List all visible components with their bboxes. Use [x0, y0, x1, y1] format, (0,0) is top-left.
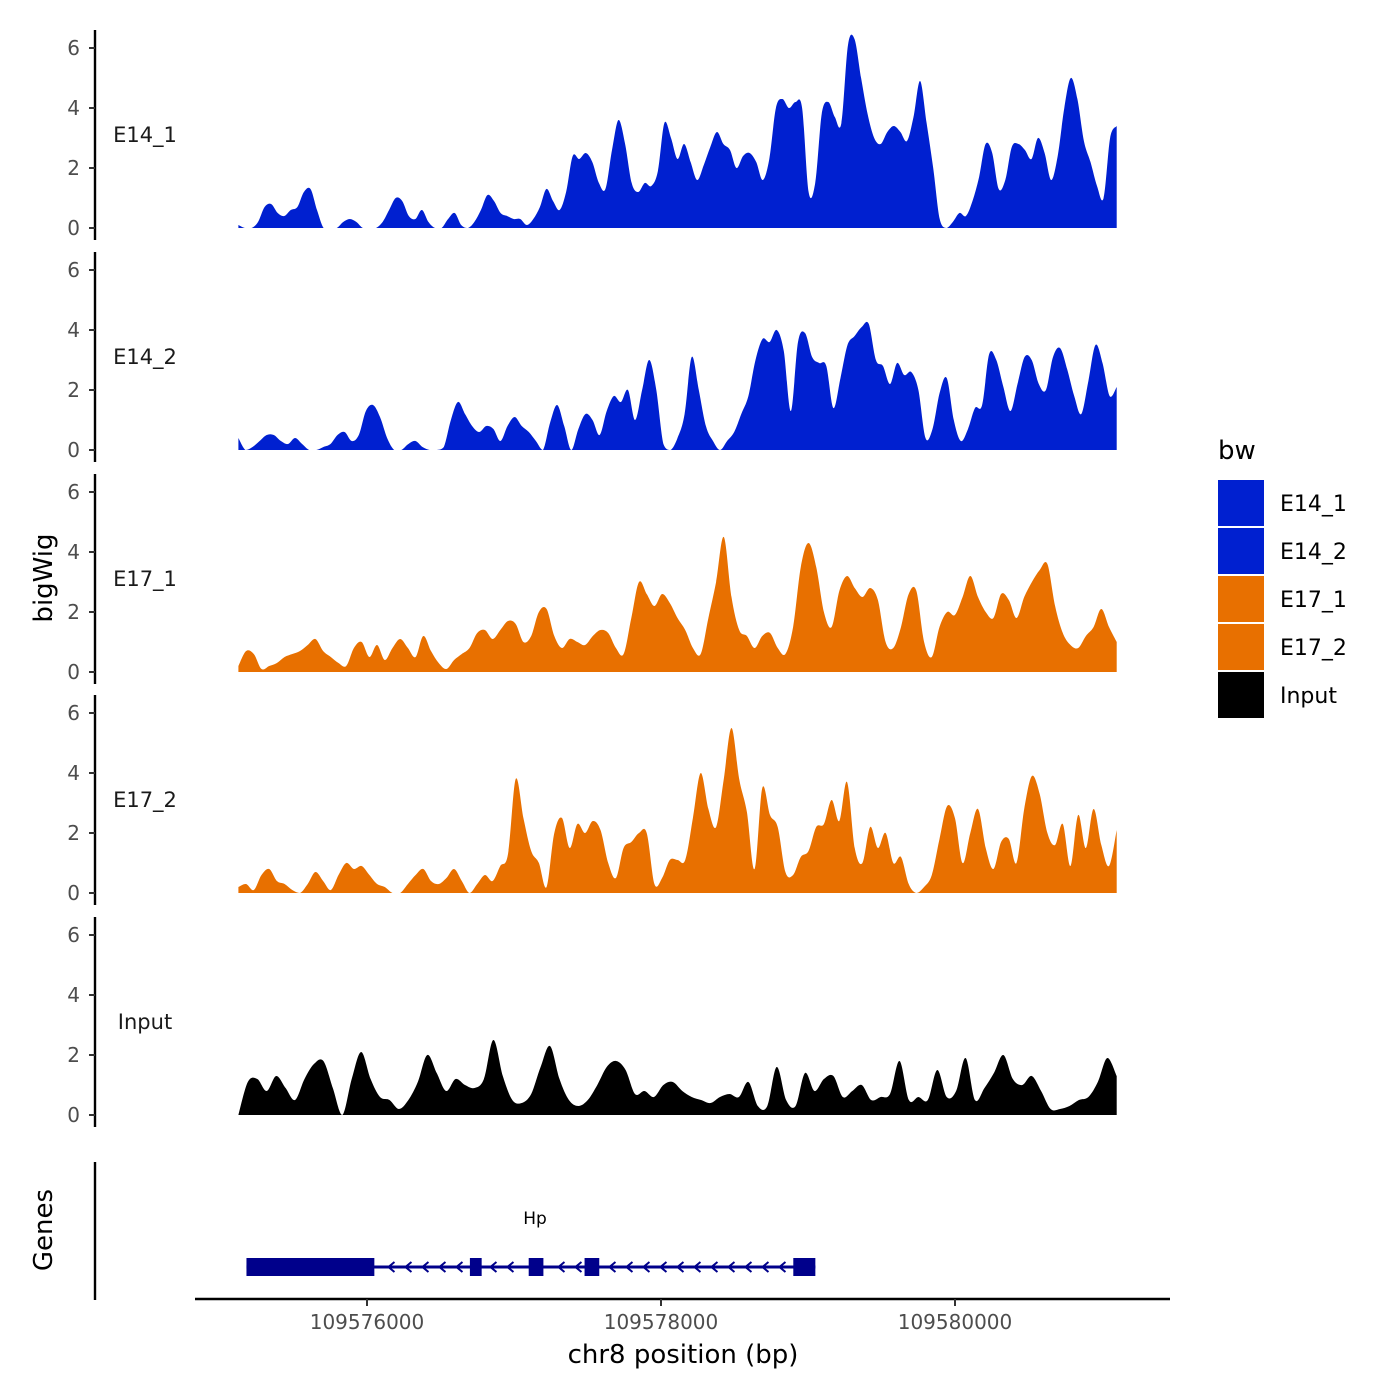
y-tick-label: 2: [67, 156, 80, 180]
strand-arrow: [760, 1261, 770, 1273]
track-label-E17_2: E17_2: [113, 788, 177, 813]
y-tick-label: 6: [67, 923, 80, 947]
y-tick-label: 6: [67, 36, 80, 60]
track-E14_1: 0 2 4 6 E14_1: [67, 30, 1117, 240]
x-axis-ticks: 109576000 109578000 109580000: [310, 1299, 1013, 1334]
strand-arrow: [607, 1261, 617, 1273]
gene-exon: [584, 1258, 600, 1276]
x-tick-label: 109576000: [310, 1310, 425, 1334]
y-tick-label: 0: [67, 1103, 80, 1127]
strand-arrow: [386, 1261, 396, 1273]
x-axis-title: chr8 position (bp): [568, 1340, 799, 1370]
strand-arrow: [488, 1261, 498, 1273]
strand-arrow: [573, 1261, 583, 1273]
track-E14_2: 0 2 4 6 E14_2: [67, 252, 1117, 462]
strand-arrow: [777, 1261, 787, 1273]
gene-exon: [793, 1258, 816, 1276]
strand-arrow: [420, 1261, 430, 1273]
strand-arrow: [743, 1261, 753, 1273]
gene-name-label: Hp: [523, 1209, 547, 1229]
y-tick-label: 2: [67, 600, 80, 624]
gene-track: Genes Hp: [29, 1162, 816, 1300]
legend-label-E14_1: E14_1: [1280, 492, 1347, 517]
strand-arrow: [726, 1261, 736, 1273]
strand-arrow: [403, 1261, 413, 1273]
y-tick-label: 2: [67, 1043, 80, 1067]
track-label-Input: Input: [118, 1010, 172, 1034]
signal-area-E17_1: [238, 536, 1117, 672]
legend-label-E17_1: E17_1: [1280, 588, 1347, 613]
legend-title: bw: [1218, 436, 1256, 466]
y-tick-label: 6: [67, 480, 80, 504]
y-tick-label: 0: [67, 881, 80, 905]
signal-area-E14_2: [238, 321, 1117, 450]
signal-area-Input: [238, 1039, 1117, 1115]
y-tick-label: 6: [67, 701, 80, 725]
signal-area-E17_2: [238, 728, 1117, 893]
track-E17_2: 0 2 4 6 E17_2: [67, 695, 1117, 905]
y-tick-label: 0: [67, 216, 80, 240]
strand-arrow: [624, 1261, 634, 1273]
y-tick-label: 4: [67, 318, 80, 342]
strand-arrow: [556, 1261, 566, 1273]
legend-swatch-E14_2: [1218, 528, 1264, 574]
strand-arrow: [692, 1261, 702, 1273]
track-Input: 0 2 4 6 Input: [67, 917, 1117, 1127]
legend-label-Input: Input: [1280, 684, 1337, 709]
y-tick-label: 6: [67, 258, 80, 282]
strand-arrow: [454, 1261, 464, 1273]
y-tick-label: 4: [67, 540, 80, 564]
legend-swatch-Input: [1218, 672, 1264, 718]
y-tick-label: 4: [67, 983, 80, 1007]
y-tick-label: 2: [67, 378, 80, 402]
track-E17_1: 0 2 4 6 E17_1: [67, 474, 1117, 684]
gene-exon: [528, 1258, 544, 1276]
x-tick-label: 109578000: [604, 1310, 719, 1334]
legend-entries: E14_1 E14_2 E17_1 E17_2 Input: [1218, 480, 1347, 718]
strand-arrow: [709, 1261, 719, 1273]
y-tick-label: 2: [67, 821, 80, 845]
gene-model: [246, 1258, 816, 1276]
track-label-E14_2: E14_2: [113, 345, 177, 370]
strand-arrow: [658, 1261, 668, 1273]
legend-label-E17_2: E17_2: [1280, 636, 1347, 661]
track-label-E14_1: E14_1: [113, 123, 177, 148]
legend-swatch-E17_1: [1218, 576, 1264, 622]
y-tick-label: 4: [67, 96, 80, 120]
legend-swatch-E17_2: [1218, 624, 1264, 670]
strand-arrow: [437, 1261, 447, 1273]
y-tick-label: 4: [67, 761, 80, 785]
legend: bw E14_1 E14_2 E17_1 E17_2 Input: [1218, 436, 1347, 718]
legend-label-E14_2: E14_2: [1280, 540, 1347, 565]
genes-axis-title: Genes: [29, 1189, 59, 1271]
gene-exon: [469, 1258, 482, 1276]
y-axis-title: bigWig: [29, 533, 59, 622]
y-tick-label: 0: [67, 438, 80, 462]
gene-exon: [246, 1258, 375, 1276]
strand-arrow: [505, 1261, 515, 1273]
x-axis: 109576000 109578000 109580000 chr8 positio…: [195, 1297, 1170, 1370]
strand-arrow: [675, 1261, 685, 1273]
strand-arrow: [641, 1261, 651, 1273]
y-tick-label: 0: [67, 660, 80, 684]
legend-swatch-E14_1: [1218, 480, 1264, 526]
signal-tracks: 0 2 4 6 E14_1 0 2 4 6 E14_2 0 2 4 6 E17_1 0 2 4 6 E17_2 0 2 4 6…: [67, 30, 1117, 1127]
x-tick-label: 109580000: [898, 1310, 1013, 1334]
track-label-E17_1: E17_1: [113, 567, 177, 592]
signal-area-E14_1: [238, 34, 1117, 229]
